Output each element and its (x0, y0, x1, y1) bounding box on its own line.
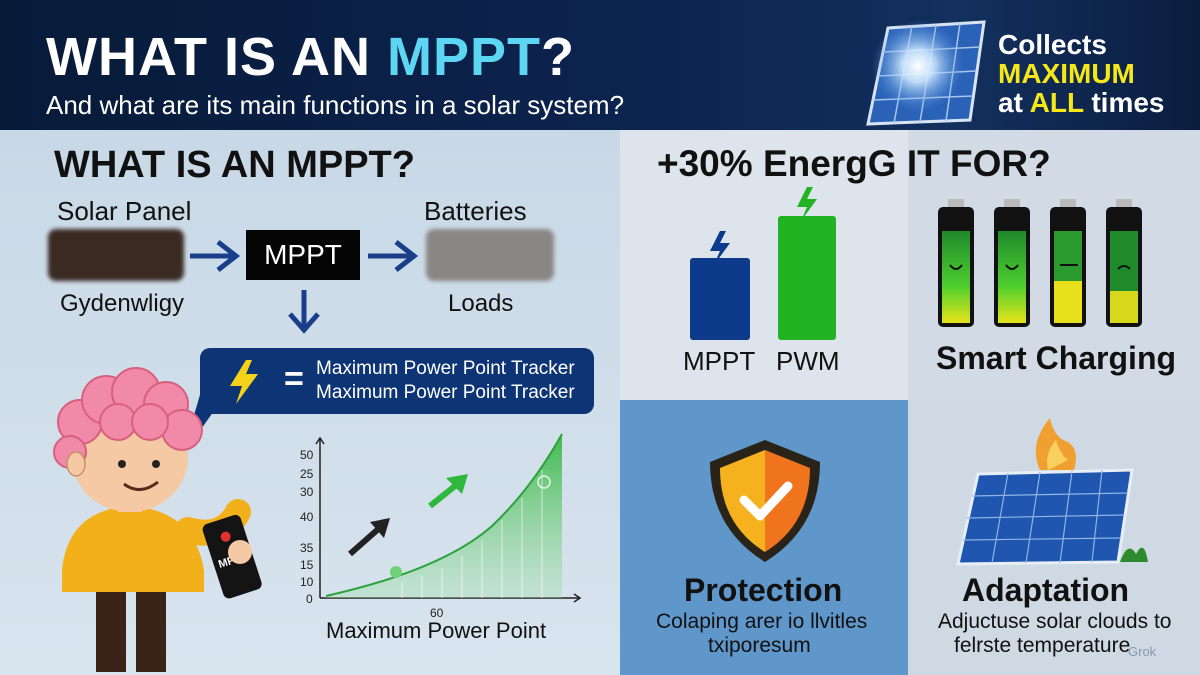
y-tick: 15 (300, 558, 314, 572)
protection-title: Protection (684, 572, 843, 608)
battery-icons (938, 199, 1142, 327)
arrow-right-icon (190, 240, 241, 272)
lightning-icon (230, 360, 258, 404)
tracker-bubble: = Maximum Power Point Tracker Maximum Po… (200, 348, 594, 414)
efficiency-panel (620, 130, 908, 400)
main-title: WHAT IS AN MPPT? (46, 27, 575, 87)
smart-charging-label: Smart Charging (936, 340, 1177, 376)
arrow-right-icon (368, 240, 419, 272)
battery-block (426, 229, 554, 281)
mppt-box: MPPT (246, 230, 360, 280)
maximum-badge: Collects MAXIMUM at ALL times (998, 29, 1165, 118)
header-banner: WHAT IS AN MPPT? And what are its main f… (0, 0, 1200, 130)
protection-subtitle-2: txiporesum (708, 634, 811, 657)
x-tick: 60 (430, 606, 444, 620)
equals-sign: = (284, 360, 304, 398)
subtitle: And what are its main functions in a sol… (46, 90, 625, 120)
protection-subtitle-1: Colaping arer io llvitles (656, 610, 868, 633)
y-tick: 25 (300, 467, 314, 481)
adaptation-subtitle-1: Adjuctuse solar clouds to (938, 610, 1172, 633)
tracker-text-1: Maximum Power Point Tracker (316, 358, 575, 379)
solar-panel-label: Solar Panel (57, 196, 192, 226)
energy-title: +30% EnergG IT FOR? (657, 143, 1051, 184)
y-tick: 35 (300, 541, 314, 555)
loads-label: Loads (448, 290, 514, 317)
mppt-vs-pwm-bars (690, 187, 836, 340)
power-curve-chart (315, 433, 582, 603)
y-tick: 40 (300, 510, 314, 524)
adaptation-title: Adaptation (962, 572, 1130, 608)
section-title: WHAT IS AN MPPT? (54, 144, 415, 186)
batteries-label: Batteries (424, 196, 527, 226)
solar-flame-icon (956, 418, 1148, 566)
tracker-text-2: Maximum Power Point Tracker (316, 382, 575, 403)
adaptation-subtitle-2: felrste temperature (954, 634, 1131, 657)
arrow-down-icon (288, 290, 320, 334)
source-caption: Gydenwligy (60, 290, 185, 317)
shield-icon (710, 440, 820, 562)
solar-panel-icon (866, 20, 986, 126)
pwm-bar-label: PWM (776, 346, 840, 376)
y-tick: 10 (300, 575, 314, 589)
character-illustration: MPPT (53, 367, 262, 672)
watermark: Grok (1128, 644, 1157, 659)
mppt-bar-label: MPPT (683, 346, 756, 376)
solar-panel-block (48, 229, 184, 281)
y-tick: 50 (300, 448, 314, 462)
mppt-explainer: WHAT IS AN MPPT? Solar Panel Batteries M… (0, 130, 620, 675)
y-tick: 30 (300, 485, 314, 499)
y-tick: 0 (306, 592, 313, 606)
chart-caption: Maximum Power Point (326, 618, 547, 643)
